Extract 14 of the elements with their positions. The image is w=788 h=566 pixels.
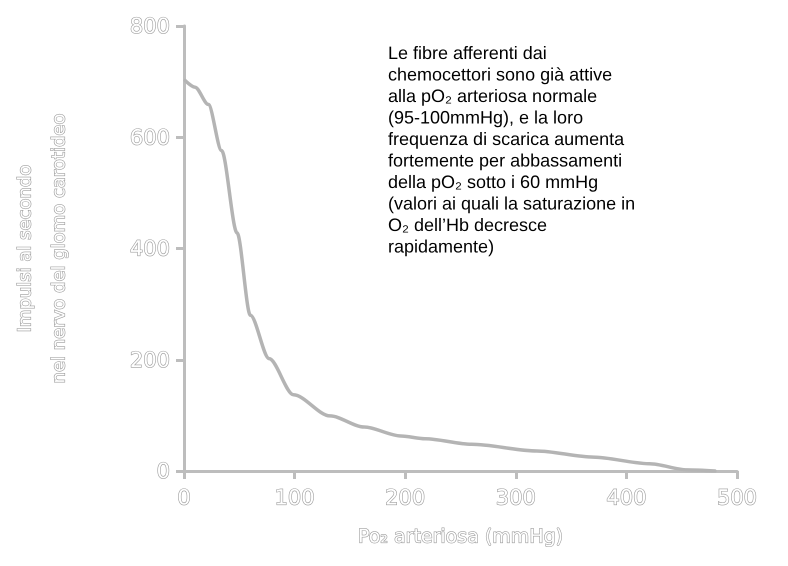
x-tick-label: 500 bbox=[716, 486, 758, 510]
y-tick-label: 600 bbox=[130, 125, 170, 150]
x-tick-label: 0 bbox=[177, 486, 191, 510]
y-tick-label: 200 bbox=[130, 348, 170, 372]
y-tick-label: 400 bbox=[130, 236, 170, 260]
x-tick-label: 300 bbox=[496, 486, 536, 510]
x-tick-label: 200 bbox=[385, 486, 426, 510]
y-tick-label: 0 bbox=[156, 459, 170, 483]
x-axis-title: Po₂ arteriosa (mmHg) bbox=[358, 526, 564, 548]
x-tick-label: 400 bbox=[606, 486, 646, 510]
x-tick-label: 100 bbox=[274, 486, 315, 510]
y-axis-title: Impulsi al secondo nel nervo del glomo carotideo bbox=[14, 114, 70, 384]
y-tick-label: 800 bbox=[130, 14, 170, 38]
text: Le fibre afferenti dai chemocettori sono già attive alla pO₂ arteriosa normale (95-100mmHg), e la loro frequenza di scarica aumenta fortemente per abbassamenti della pO₂ sotto i 60 mmHg (valori ai quali la saturazione in O₂ dell’Hb decresce rapidamente) bbox=[388, 42, 636, 256]
